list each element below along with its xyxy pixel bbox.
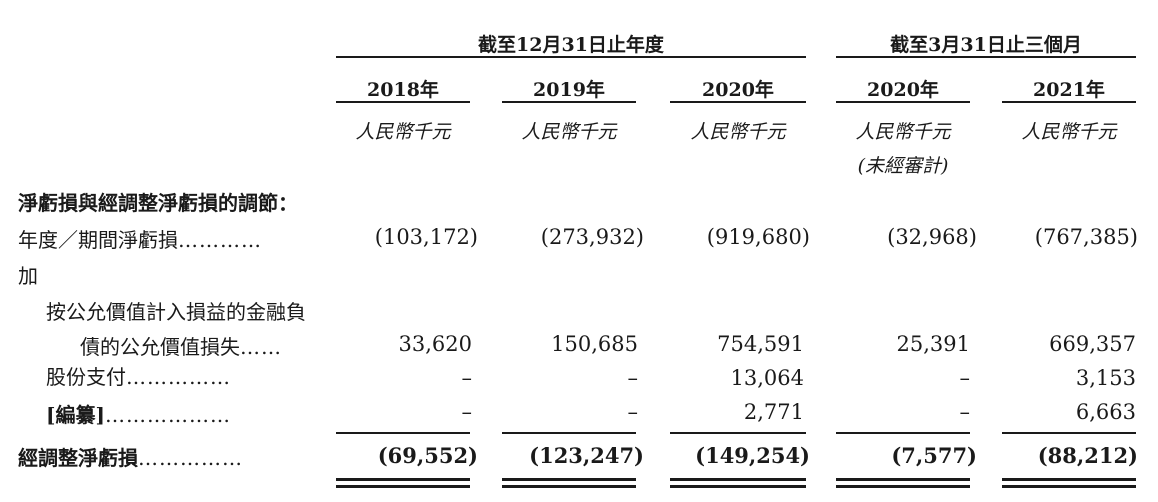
total-double-rule-2018-top xyxy=(336,478,470,481)
share-payment-2019: – xyxy=(627,366,639,390)
column-year-2020-q1-rule xyxy=(836,101,970,103)
total-double-rule-2020-q1-top xyxy=(836,478,970,481)
column-year-2018-rule xyxy=(336,101,470,103)
fair-value-label-line2: 債的公允價值損失 xyxy=(80,335,240,359)
share-payment-2021-q1: 3,153 xyxy=(1075,366,1136,390)
section-title: 淨虧損與經調整淨虧損的調節： xyxy=(18,191,298,215)
column-year-2021-q1: 2021年 xyxy=(1033,79,1105,101)
adjusted-2021-q1: (88,212) xyxy=(1037,443,1138,468)
net-loss-2021-q1: (767,385) xyxy=(1034,225,1138,249)
fair-value-2020: 754,591 xyxy=(717,332,804,356)
adjusted-2018: (69,552) xyxy=(377,443,478,468)
subtotal-rule-2020-q1 xyxy=(836,432,970,434)
group-header-year-ended: 截至12月31日止年度 xyxy=(478,34,664,56)
column-year-2019: 2019年 xyxy=(533,79,605,101)
redacted-label: [編纂] xyxy=(46,403,105,427)
row-label-redacted: [編纂]……………… xyxy=(46,399,231,428)
group-header-three-months-rule xyxy=(836,56,1136,58)
leader-dots: …………… xyxy=(126,365,231,389)
group-header-three-months: 截至3月31日止三個月 xyxy=(890,34,1082,56)
total-double-rule-2018-bottom xyxy=(336,485,470,488)
net-loss-2020: (919,680) xyxy=(706,225,810,249)
fair-value-2018: 33,620 xyxy=(398,332,472,356)
redacted-2018: – xyxy=(461,400,473,424)
subtotal-rule-2021-q1 xyxy=(1002,432,1136,434)
row-label-adjusted: 經調整淨虧損…………… xyxy=(18,442,243,471)
column-unit-2021-q1: 人民幣千元 xyxy=(1021,121,1117,143)
fair-value-2020-q1: 25,391 xyxy=(896,332,970,356)
total-double-rule-2020-top xyxy=(670,478,806,481)
leader-dots: ……………… xyxy=(104,403,231,427)
column-unit-2020: 人民幣千元 xyxy=(690,121,786,143)
redacted-2019: – xyxy=(627,400,639,424)
row-label-net-loss: 年度／期間淨虧損………… xyxy=(18,224,318,253)
fair-value-2021-q1: 669,357 xyxy=(1049,332,1136,356)
fair-value-2019: 150,685 xyxy=(551,332,638,356)
share-payment-2018: – xyxy=(461,366,473,390)
column-unit-2020-q1: 人民幣千元 xyxy=(855,121,951,143)
total-double-rule-2020-bottom xyxy=(670,485,806,488)
column-year-2019-rule xyxy=(502,101,636,103)
row-label-fair-value-line2: 債的公允價值損失…… xyxy=(80,331,282,360)
adjusted-2020: (149,254) xyxy=(695,443,810,468)
adjusted-2019: (123,247) xyxy=(529,443,644,468)
row-label-share-payment: 股份支付…………… xyxy=(46,361,231,390)
redacted-2021-q1: 6,663 xyxy=(1075,400,1136,424)
total-double-rule-2021-q1-bottom xyxy=(1002,485,1136,488)
total-double-rule-2020-q1-bottom xyxy=(836,485,970,488)
fair-value-label-line1: 按公允價值計入損益的金融負 xyxy=(46,300,306,324)
column-note-unaudited: (未經審計) xyxy=(857,155,949,177)
leader-dots: …………… xyxy=(138,446,243,470)
subtotal-rule-2019 xyxy=(502,432,636,434)
column-unit-2019: 人民幣千元 xyxy=(521,121,617,143)
column-year-2018: 2018年 xyxy=(367,79,439,101)
redacted-2020: 2,771 xyxy=(743,400,804,424)
net-loss-label: 年度／期間淨虧損 xyxy=(18,228,178,252)
column-year-2021-q1-rule xyxy=(1002,101,1136,103)
adjusted-2020-q1: (7,577) xyxy=(891,443,977,468)
leader-dots: ………… xyxy=(178,228,262,252)
column-year-2020-rule xyxy=(670,101,806,103)
total-double-rule-2019-top xyxy=(502,478,636,481)
leader-dots: …… xyxy=(240,335,282,359)
subtotal-rule-2020 xyxy=(670,432,806,434)
net-loss-2019: (273,932) xyxy=(540,225,644,249)
total-double-rule-2021-q1-top xyxy=(1002,478,1136,481)
column-year-2020: 2020年 xyxy=(702,79,774,101)
total-double-rule-2019-bottom xyxy=(502,485,636,488)
column-unit-2018: 人民幣千元 xyxy=(355,121,451,143)
adjusted-label: 經調整淨虧損 xyxy=(18,446,138,470)
share-payment-2020-q1: – xyxy=(959,366,971,390)
share-payment-label: 股份支付 xyxy=(46,365,126,389)
column-year-2020-q1: 2020年 xyxy=(867,79,939,101)
net-loss-2020-q1: (32,968) xyxy=(887,225,977,249)
share-payment-2020: 13,064 xyxy=(730,366,804,390)
add-label: 加 xyxy=(18,264,38,288)
group-header-year-ended-rule xyxy=(336,56,806,58)
subtotal-rule-2018 xyxy=(336,432,470,434)
net-loss-2018: (103,172) xyxy=(374,225,478,249)
redacted-2020-q1: – xyxy=(959,400,971,424)
